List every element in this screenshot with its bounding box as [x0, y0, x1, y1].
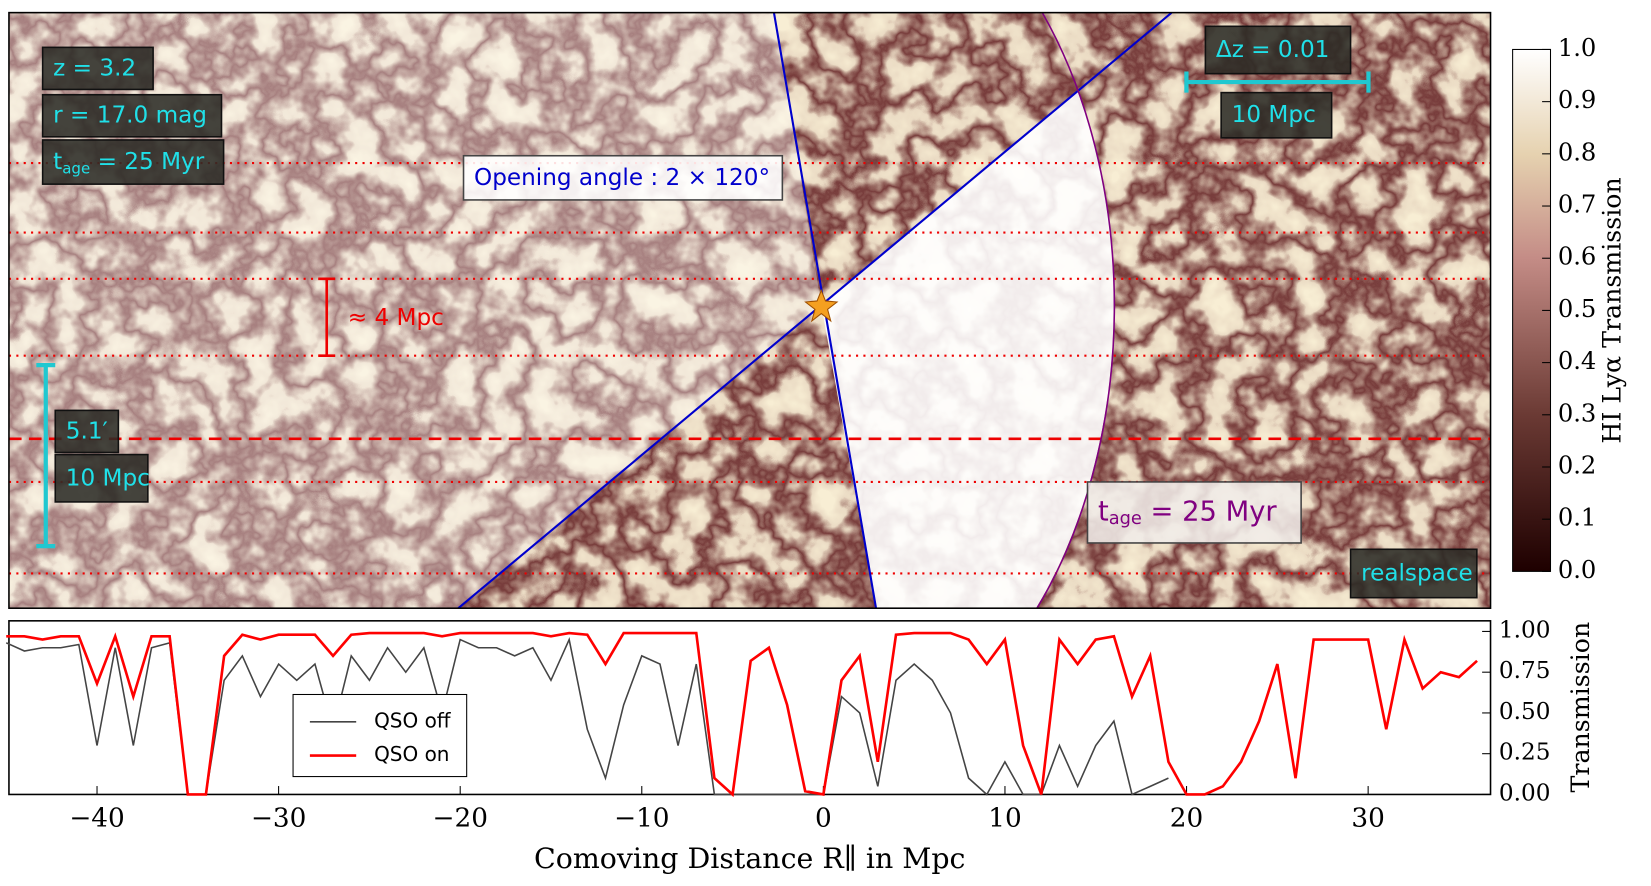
annotation: 10 Mpc [1232, 102, 1316, 128]
y-tick-label: 1.00 [1499, 617, 1550, 643]
annotation-text: = 25 Myr [1142, 496, 1278, 527]
colorbar-tick-label: 0.2 [1558, 451, 1596, 479]
annotation-text: 5.1′ [66, 418, 108, 444]
annotation-box [41, 46, 154, 91]
colorbar-tick-label: 0.4 [1558, 347, 1596, 375]
x-tick-label: −20 [432, 804, 488, 834]
y-tick-label: 0.50 [1499, 699, 1550, 725]
colorbar-tick-label: 0.8 [1558, 138, 1596, 166]
colorbar-tick-label: 1.0 [1558, 34, 1596, 62]
colorbar-tick-label: 0.1 [1558, 504, 1596, 532]
x-tick-label: 30 [1351, 804, 1384, 834]
annotation-box [1204, 25, 1352, 75]
annotation-text: 10 Mpc [66, 465, 150, 491]
colorbar-tick-label: 0.3 [1558, 399, 1596, 427]
annotation-text: r = 17.0 mag [53, 102, 207, 128]
x-tick-label: 20 [1170, 804, 1203, 834]
annotation: r = 17.0 mag [53, 102, 207, 128]
colorbar-tick-label: 0.6 [1558, 243, 1596, 271]
x-tick-label: −30 [251, 804, 306, 834]
annotation-box [54, 453, 149, 503]
colorbar-tick-label: 0.0 [1558, 556, 1596, 584]
annotation-text: realspace [1361, 560, 1473, 586]
annotation: realspace [1361, 560, 1473, 586]
annotation-text: = 25 Myr [90, 149, 204, 175]
y-axis-label: Transmission [1566, 622, 1595, 793]
subscript: age [62, 159, 90, 177]
annotation: 10 Mpc [66, 465, 150, 491]
annotation-text: Δz = 0.01 [1216, 36, 1330, 62]
x-tick-label: −40 [69, 804, 124, 834]
colorbar-tick-label: 0.9 [1558, 86, 1596, 114]
annotation-box [54, 409, 120, 454]
colorbar-tick-label: 0.5 [1558, 295, 1596, 323]
annotation-text: 10 Mpc [1232, 102, 1316, 128]
annotation-box [41, 93, 223, 138]
annotation-box [1220, 91, 1333, 139]
x-tick-label: 10 [988, 804, 1021, 834]
x-axis-label: Comoving Distance R∥ in Mpc [534, 842, 965, 875]
annotation-text: t [53, 149, 62, 175]
annotation-text: ≈ 4 Mpc [348, 304, 444, 330]
annotation-text: t [1098, 496, 1109, 527]
legend-box [292, 693, 468, 778]
x-tick-label: −10 [614, 804, 669, 834]
annotation-box [1086, 481, 1302, 544]
y-tick-label: 0.00 [1499, 780, 1550, 806]
subscript: age [1109, 508, 1142, 529]
x-tick-label: 0 [815, 804, 832, 834]
annotation: z = 3.2 [53, 55, 136, 81]
colorbar-label: HI Lyα Transmission [1598, 177, 1627, 443]
annotation-box [1349, 548, 1478, 599]
legend-label: QSO on [374, 742, 449, 766]
annotation-text: Opening angle : 2 × 120° [474, 164, 770, 190]
y-tick-label: 0.75 [1499, 658, 1550, 684]
annotation: Opening angle : 2 × 120° [474, 164, 770, 190]
annotation: 5.1′ [66, 418, 108, 444]
legend-label: QSO off [374, 708, 452, 732]
annotation: tage = 25 Myr [1098, 496, 1277, 529]
line-series [6, 631, 1478, 798]
annotation: ≈ 4 Mpc [348, 304, 444, 330]
colorbar-tick-label: 0.7 [1558, 191, 1596, 219]
annotation: tage = 25 Myr [53, 149, 205, 177]
annotation-box [41, 139, 225, 185]
plot-area [8, 620, 1492, 796]
annotation-text: z = 3.2 [53, 55, 136, 81]
y-tick-label: 0.25 [1499, 740, 1550, 766]
annotation-box [462, 154, 784, 201]
annotation: Δz = 0.01 [1216, 36, 1330, 62]
